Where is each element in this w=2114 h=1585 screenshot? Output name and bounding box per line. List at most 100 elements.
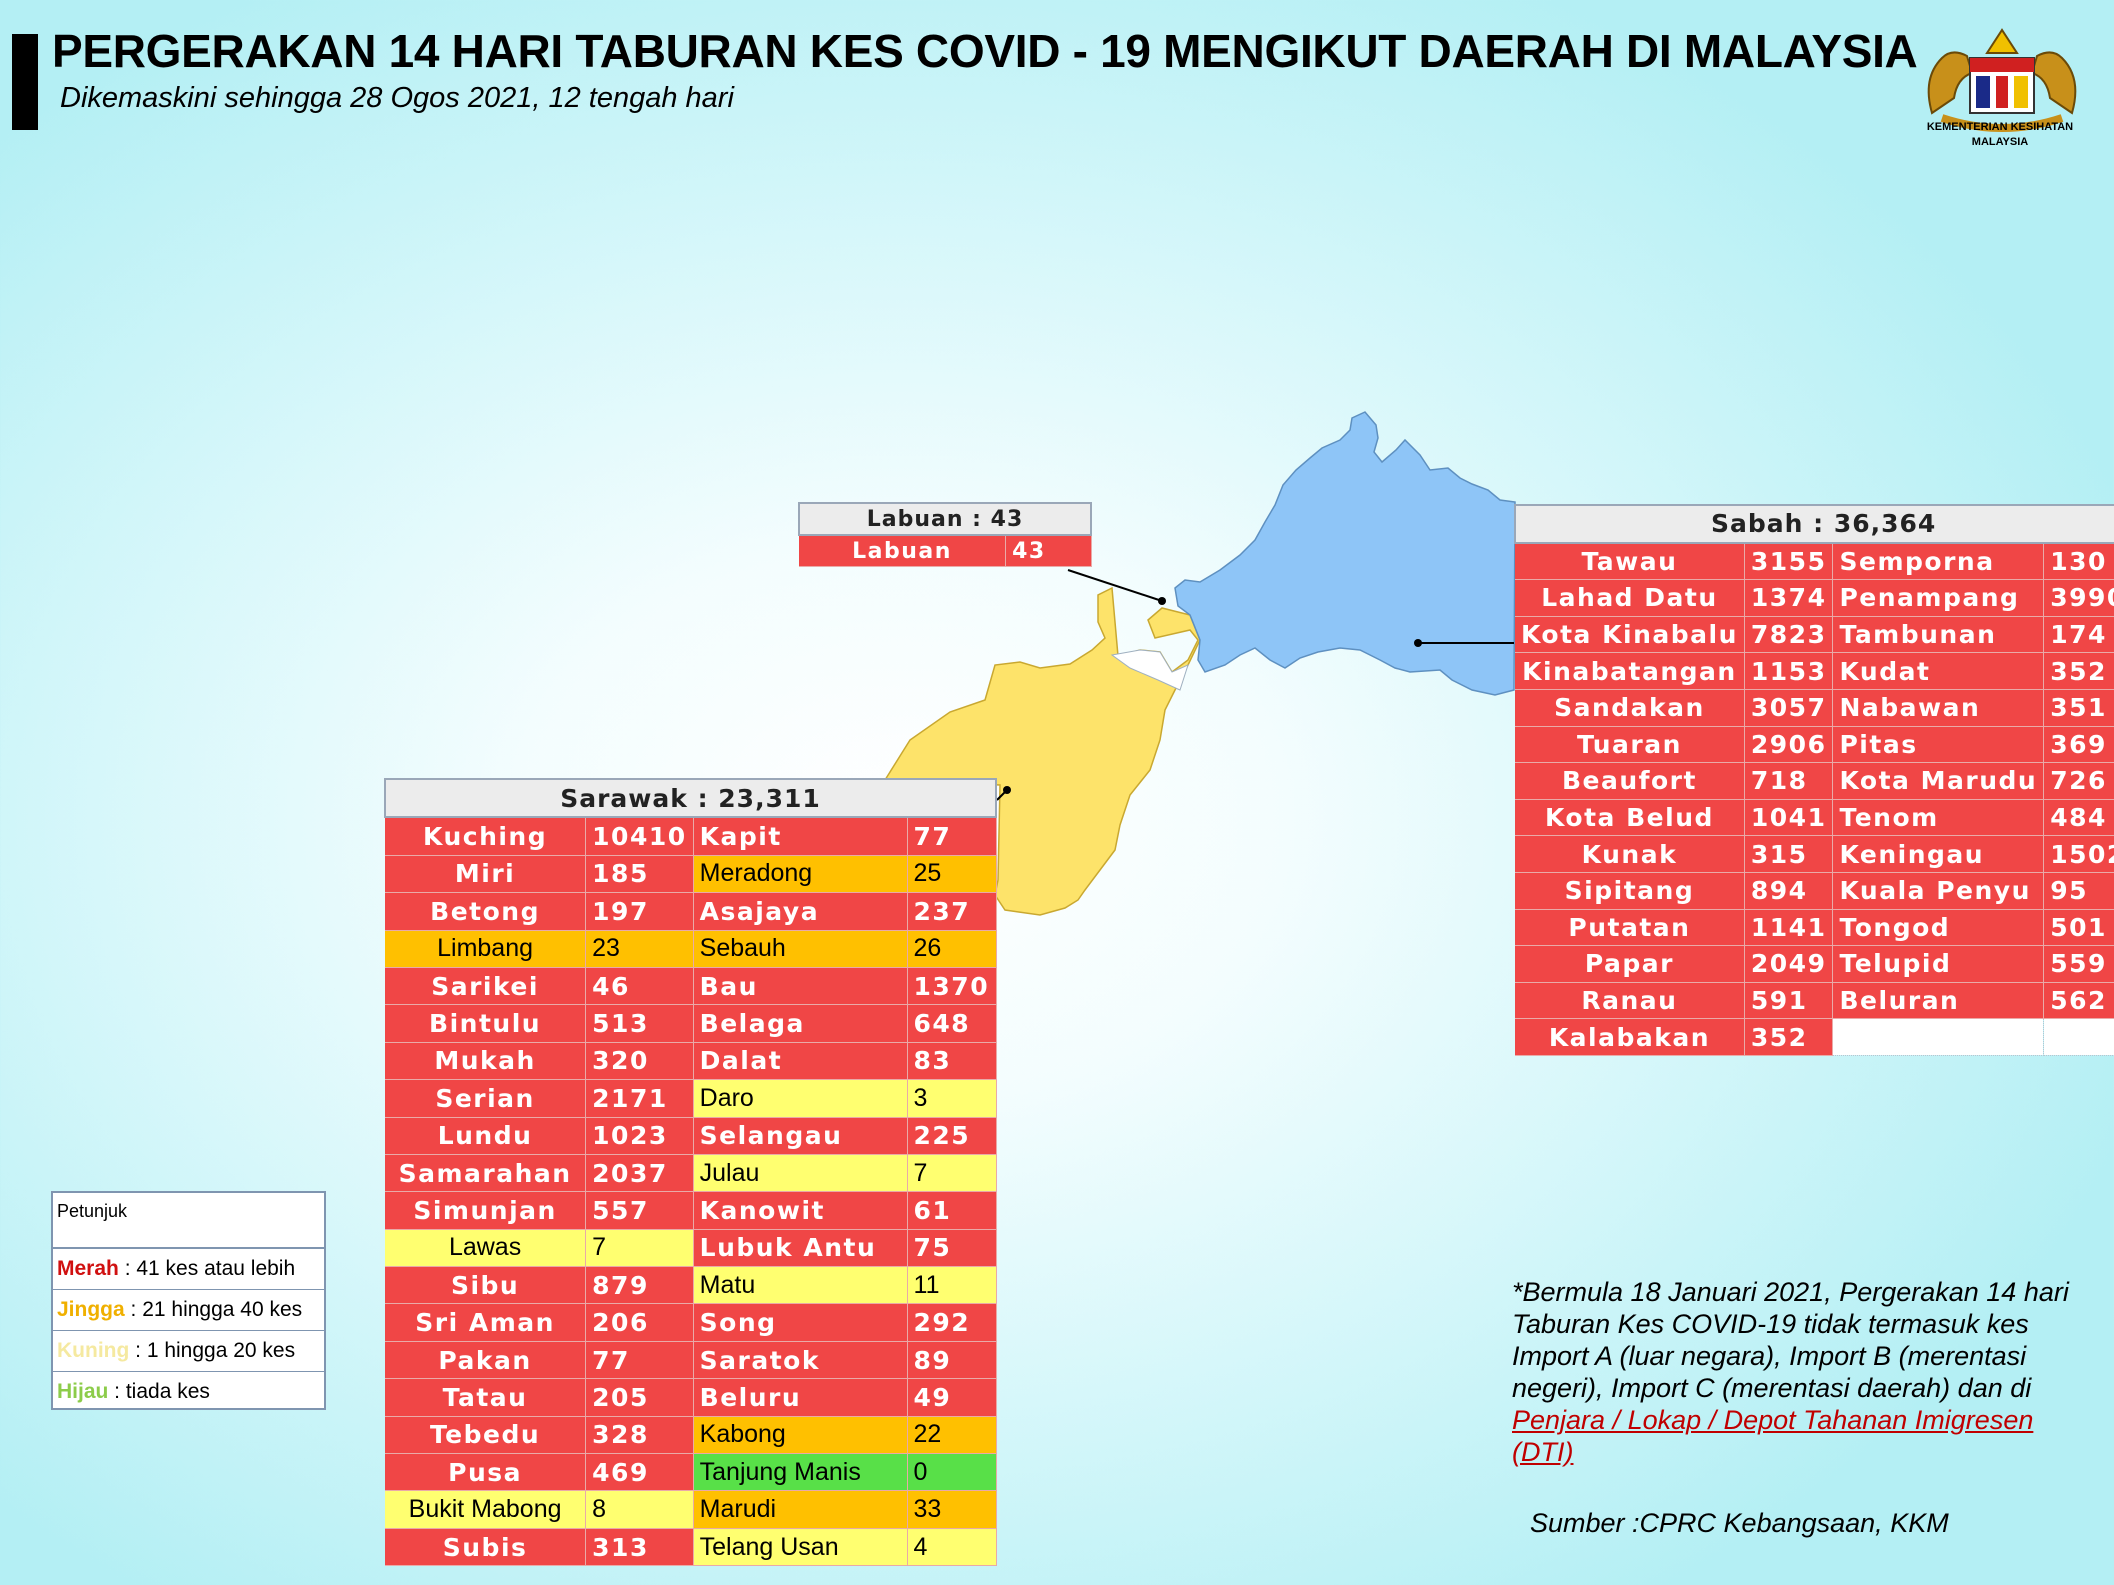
district-cases: 328 xyxy=(585,1416,694,1455)
table-row: Bintulu 513 Belaga 648 xyxy=(385,1004,997,1043)
district-name: Belaga xyxy=(693,1004,908,1043)
district-name: Tongod xyxy=(1832,909,2045,947)
district-name: Kuching xyxy=(385,817,587,856)
district-cases: 4 xyxy=(907,1528,997,1567)
district-cases: 315 xyxy=(1744,835,1834,873)
district-cases: 61 xyxy=(907,1191,997,1230)
sarawak-region[interactable] xyxy=(883,586,1201,916)
table-row: Subis 313 Telang Usan 4 xyxy=(385,1528,997,1567)
legend: Petunjuk Merah : 41 kes atau lebih Jingga… xyxy=(51,1191,326,1410)
table-row: Sibu 879 Matu 11 xyxy=(385,1266,997,1305)
district-name: Lahad Datu xyxy=(1515,579,1745,617)
table-row: Kota Kinabalu 7823 Tambunan 174 xyxy=(1515,616,2114,654)
table-row: Pusa 469 Tanjung Manis 0 xyxy=(385,1453,997,1492)
district-cases: 369 xyxy=(2043,726,2114,764)
district-cases: 197 xyxy=(585,892,694,931)
district-cases: 648 xyxy=(907,1004,997,1043)
page-title: PERGERAKAN 14 HARI TABURAN KES COVID - 1… xyxy=(52,25,1918,77)
district-name: Bau xyxy=(693,967,908,1006)
footnote-text: *Bermula 18 Januari 2021, Pergerakan 14 … xyxy=(1512,1277,2069,1403)
legend-desc: : 1 hingga 20 kes xyxy=(129,1339,296,1362)
district-name: Papar xyxy=(1515,945,1745,983)
district-cases: 1023 xyxy=(585,1117,694,1155)
district-name: Bintulu xyxy=(385,1004,587,1043)
district-cases: 1141 xyxy=(1744,909,1834,947)
district-cases: 49 xyxy=(907,1378,997,1417)
district-cases xyxy=(2043,1018,2114,1056)
district-name: Kudat xyxy=(1832,652,2045,690)
table-row: Mukah 320 Dalat 83 xyxy=(385,1042,997,1081)
table-row: Putatan 1141 Tongod 501 xyxy=(1515,909,2114,947)
district-name: Tawau xyxy=(1515,542,1745,581)
district-cases: 562 xyxy=(2043,982,2114,1020)
district-cases: 351 xyxy=(2043,689,2114,727)
footnote-link[interactable]: Penjara / Lokap / Depot Tahanan Imigrese… xyxy=(1512,1405,2034,1467)
district-name: Daro xyxy=(693,1079,908,1118)
district-name: Betong xyxy=(385,892,587,931)
district-name: Nabawan xyxy=(1832,689,2045,727)
district-name: Putatan xyxy=(1515,909,1745,947)
table-row: Lawas 7 Lubuk Antu 75 xyxy=(385,1229,997,1268)
footnote: *Bermula 18 Januari 2021, Pergerakan 14 … xyxy=(1512,1276,2102,1468)
district-name: Sandakan xyxy=(1515,689,1745,727)
district-name: Kinabatangan xyxy=(1515,652,1745,690)
table-row: Tatau 205 Beluru 49 xyxy=(385,1378,997,1417)
district-cases: 726 xyxy=(2043,762,2114,800)
sabah-region[interactable] xyxy=(1174,411,1516,696)
district-name: Sibu xyxy=(385,1266,587,1305)
district-name: Sipitang xyxy=(1515,872,1745,910)
district-cases: 95 xyxy=(2043,872,2114,910)
district-cases: 7823 xyxy=(1744,616,1834,654)
table-row: Sri Aman 206 Song 292 xyxy=(385,1303,997,1342)
district-cases: 33 xyxy=(907,1490,997,1529)
district-name: Tebedu xyxy=(385,1416,587,1455)
district-name: Meradong xyxy=(693,855,908,894)
district-cases: 2037 xyxy=(585,1154,694,1193)
table-row: Bukit Mabong 8 Marudi 33 xyxy=(385,1490,997,1529)
district-name: Lawas xyxy=(385,1229,587,1268)
district-cases: 8 xyxy=(585,1490,694,1529)
district-cases: 83 xyxy=(907,1042,997,1081)
labuan-leader-line xyxy=(1067,569,1163,602)
table-row: Betong 197 Asajaya 237 xyxy=(385,892,997,931)
district-cases: 894 xyxy=(1744,872,1834,910)
legend-title: Petunjuk xyxy=(53,1193,324,1249)
district-name: Tambunan xyxy=(1832,616,2045,654)
district-cases: 237 xyxy=(907,892,997,931)
district-name: Kuala Penyu xyxy=(1832,872,2045,910)
district-name: Penampang xyxy=(1832,579,2045,617)
sarawak-marker xyxy=(1003,786,1011,794)
sarawak-table-title: Sarawak : 23,311 xyxy=(384,777,997,819)
district-cases: 77 xyxy=(907,817,997,856)
district-cases: 591 xyxy=(1744,982,1834,1020)
legend-desc: : tiada kes xyxy=(108,1380,210,1403)
district-name: Serian xyxy=(385,1079,587,1118)
district-cases: 206 xyxy=(585,1303,694,1342)
legend-item: Hijau : tiada kes xyxy=(53,1372,324,1412)
district-name: Song xyxy=(693,1303,908,1342)
district-name: Bukit Mabong xyxy=(385,1490,587,1529)
table-row: Tebedu 328 Kabong 22 xyxy=(385,1416,997,1455)
district-name: Kabong xyxy=(693,1416,908,1455)
district-cases: 3990 xyxy=(2043,579,2114,617)
table-row: Papar 2049 Telupid 559 xyxy=(1515,945,2114,983)
district-name: Dalat xyxy=(693,1042,908,1081)
table-row: Samarahan 2037 Julau 7 xyxy=(385,1154,997,1193)
legend-key: Jingga xyxy=(57,1298,125,1321)
district-cases: 10410 xyxy=(585,817,694,856)
table-row: Miri 185 Meradong 25 xyxy=(385,855,997,894)
district-name xyxy=(1832,1018,2045,1056)
district-name: Julau xyxy=(693,1154,908,1193)
district-cases: 1374 xyxy=(1744,579,1834,617)
brunei-region xyxy=(1110,649,1189,691)
legend-key: Kuning xyxy=(57,1339,130,1362)
table-row: Limbang 23 Sebauh 26 xyxy=(385,930,997,968)
district-cases: 7 xyxy=(907,1154,997,1193)
district-name: Keningau xyxy=(1832,835,2045,873)
sabah-table-title: Sabah : 36,364 xyxy=(1513,504,2114,544)
district-name: Kanowit xyxy=(693,1191,908,1230)
legend-key: Merah xyxy=(57,1257,119,1280)
district-name: Asajaya xyxy=(693,892,908,931)
district-name: Kota Belud xyxy=(1515,799,1745,837)
district-name: Sarikei xyxy=(385,967,587,1006)
